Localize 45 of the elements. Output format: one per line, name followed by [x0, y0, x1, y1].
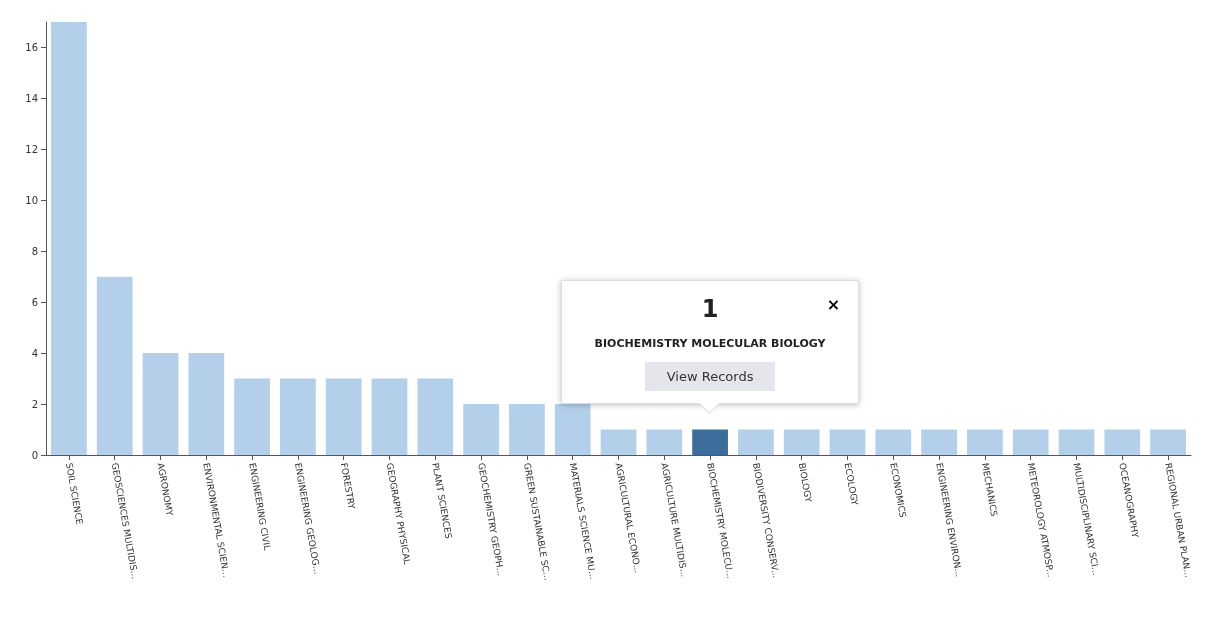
bar — [646, 429, 683, 455]
bar — [738, 429, 774, 455]
bar — [875, 429, 912, 455]
bar — [417, 378, 454, 455]
bar — [1012, 429, 1049, 455]
bar — [280, 378, 316, 455]
bar — [325, 378, 362, 455]
bar — [96, 276, 133, 455]
bar — [554, 404, 591, 455]
y-tick-label: 4 — [31, 347, 38, 359]
bar — [1150, 429, 1186, 455]
bar — [692, 429, 728, 455]
bar — [188, 353, 225, 455]
view-records-button: View Records — [644, 361, 776, 391]
y-tick-label: 14 — [25, 92, 38, 104]
bar — [783, 429, 820, 455]
bar — [967, 429, 1003, 455]
x-tick-label: SOIL SCIENCE — [63, 462, 85, 526]
bar — [371, 378, 408, 455]
y-tick-label: 2 — [31, 398, 38, 410]
y-tick-label: 0 — [31, 449, 38, 461]
y-tick-label: 12 — [25, 143, 38, 155]
y-tick-label: 10 — [25, 194, 38, 206]
x-tick-label: REGIONAL URBAN PLAN... — [1163, 462, 1194, 579]
bar — [1104, 429, 1141, 455]
bar — [921, 429, 957, 455]
x-tick-label: MATERIALS SCIENCE MU... — [567, 462, 599, 580]
bar — [1058, 429, 1095, 455]
x-tick-label: PLANT SCIENCES — [430, 462, 454, 540]
bar — [600, 429, 637, 455]
y-tick-label: 8 — [31, 245, 38, 257]
annotation: 1 — [701, 294, 719, 323]
bar — [829, 429, 866, 455]
bar — [509, 404, 545, 455]
y-tick-label: 16 — [25, 41, 38, 53]
annotation: BIOCHEMISTRY MOLECULAR BIOLOGY — [593, 336, 827, 350]
bar — [234, 378, 270, 455]
x-tick-label: ECOLOGY — [842, 462, 860, 507]
x-tick-label: BIOLOGY — [796, 462, 814, 504]
bar — [463, 404, 499, 455]
bar — [51, 22, 87, 455]
bar — [142, 353, 179, 455]
y-tick-label: 6 — [31, 296, 38, 308]
x-tick-label: FORESTRY — [338, 462, 357, 511]
annotation: × — [826, 294, 841, 314]
